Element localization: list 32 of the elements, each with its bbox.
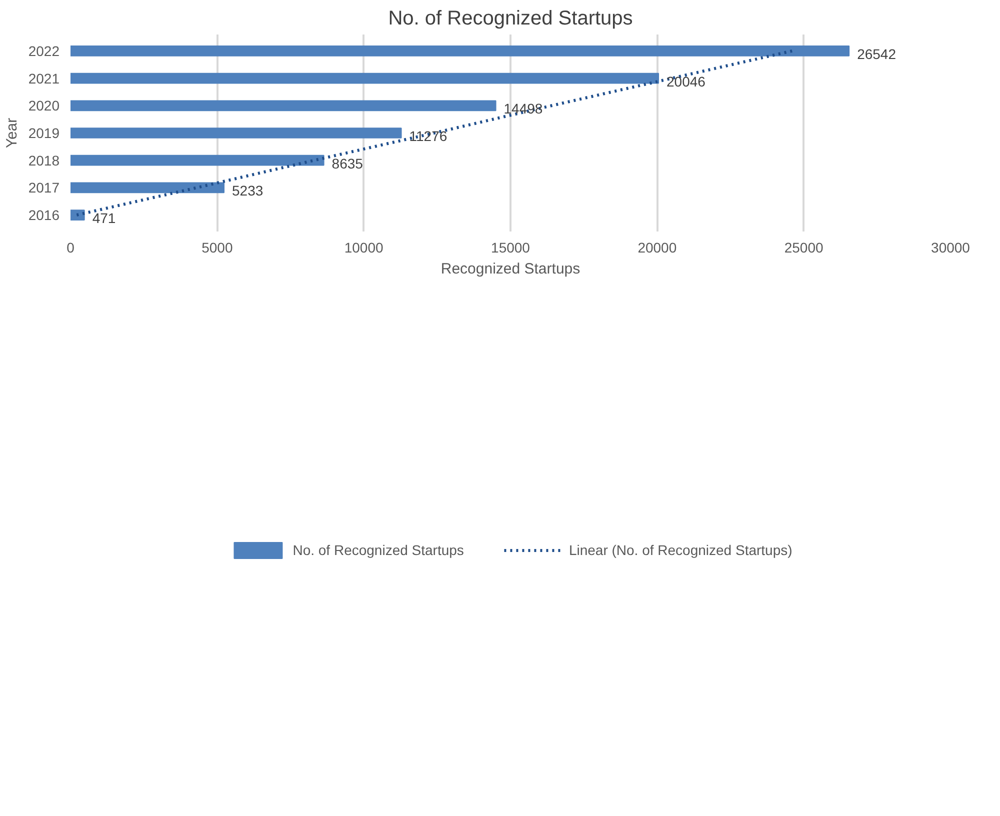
x-tick-label: 25000	[784, 240, 824, 256]
bar	[70, 72, 660, 84]
chart-title: No. of Recognized Startups	[388, 8, 633, 30]
x-tick-label: 20000	[638, 240, 677, 256]
y-tick-label: 2018	[28, 152, 60, 168]
x-tick-label: 30000	[931, 240, 970, 256]
legend-label: Linear (No. of Recognized Startups)	[568, 542, 792, 558]
legend-label: No. of Recognized Startups	[292, 542, 464, 558]
y-axis-title: Year	[3, 118, 20, 148]
data-label: 26542	[857, 46, 896, 62]
data-label: 471	[92, 210, 116, 226]
bar	[70, 182, 224, 194]
y-tick-label: 2016	[28, 207, 60, 224]
data-label: 8635	[332, 155, 364, 172]
y-tick-label: 2019	[28, 125, 60, 141]
x-tick-label: 10000	[344, 240, 384, 256]
x-tick-label: 5000	[202, 240, 233, 256]
x-axis-title: Recognized Startups	[440, 260, 580, 278]
y-tick-label: 2017	[28, 180, 60, 196]
bar	[70, 45, 850, 56]
x-tick-label: 15000	[491, 240, 530, 256]
bar	[70, 128, 402, 138]
x-tick-label: 0	[66, 240, 75, 256]
data-label: 20046	[666, 73, 706, 90]
bar	[70, 210, 85, 221]
y-tick-label: 2021	[28, 70, 60, 86]
y-tick-label: 2022	[28, 42, 60, 59]
y-tick-label: 2020	[28, 98, 60, 114]
data-label: 14498	[504, 100, 543, 117]
bar	[70, 154, 324, 166]
data-label: 5233	[232, 182, 264, 199]
bar	[70, 100, 496, 112]
